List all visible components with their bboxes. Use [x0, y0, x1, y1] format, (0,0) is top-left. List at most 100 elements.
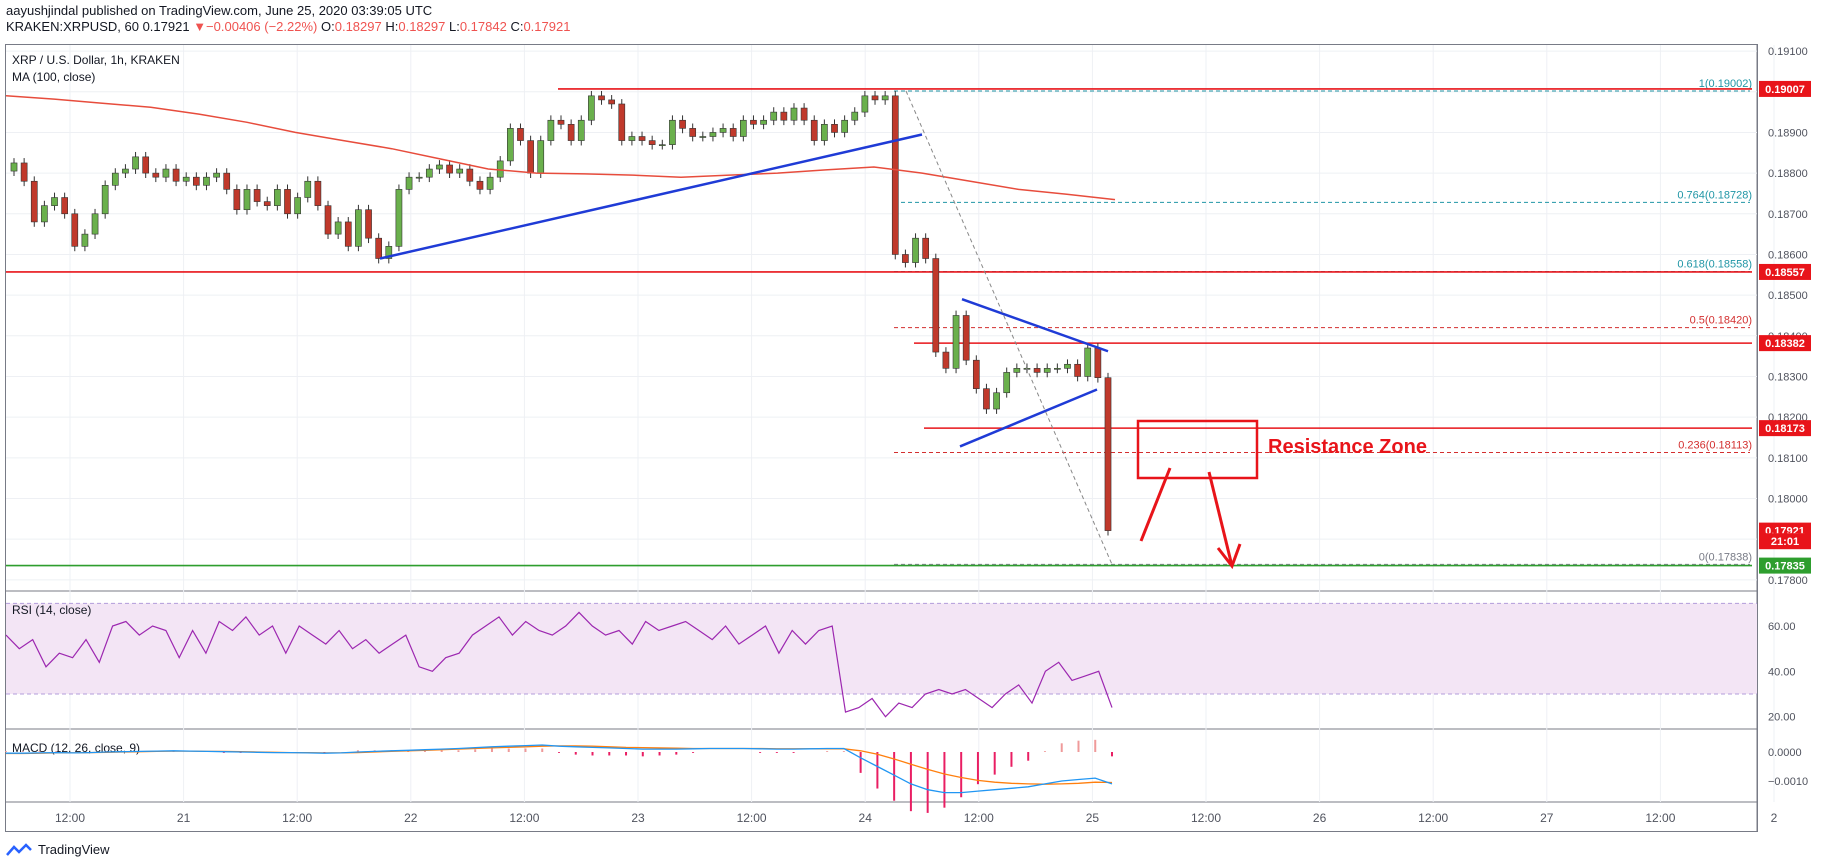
candle-body — [41, 205, 48, 223]
candle-body — [172, 168, 180, 182]
price-badge — [1759, 420, 1811, 437]
price-tick-label: 0.17800 — [1768, 575, 1808, 587]
open-label: O: — [321, 19, 335, 34]
candle-body — [790, 107, 798, 121]
close-value: 0.17921 — [523, 19, 571, 34]
high-label: H: — [385, 19, 399, 34]
tradingview-footer[interactable]: TradingView — [6, 842, 110, 857]
candle-body — [355, 209, 362, 247]
macd-tick-label: 0.0000 — [1768, 747, 1802, 759]
rsi-legend: RSI (14, close) — [12, 603, 91, 617]
candle-body — [51, 197, 58, 206]
candle-body — [557, 119, 565, 125]
candle-body — [689, 128, 697, 137]
candle-body — [294, 197, 301, 215]
time-tick-label: 22 — [404, 811, 418, 825]
candle-body — [800, 107, 808, 121]
candle-body — [972, 359, 980, 389]
trend-line — [959, 388, 1098, 448]
candle-body — [213, 172, 220, 178]
candle-body — [405, 176, 413, 190]
candle-body — [750, 119, 757, 125]
time-tick-label: 12:00 — [1191, 811, 1221, 825]
candle-body — [577, 119, 585, 141]
price-tick-label: 0.18900 — [1768, 127, 1808, 139]
candle-body — [415, 176, 423, 179]
price-badge-text: 0.18557 — [1765, 267, 1805, 279]
macd-line — [6, 744, 1113, 794]
price-badge — [1759, 80, 1811, 97]
price-tick-label: 0.18700 — [1768, 209, 1808, 221]
macd-tick-label: −0.0010 — [1768, 776, 1808, 788]
ohlc-line: KRAKEN:XRPUSD, 60 0.17921 ▼−0.00406 (−2.… — [6, 19, 570, 35]
candle-body — [304, 180, 312, 198]
fib-level-label: 0(0.17838) — [1699, 551, 1752, 563]
price-badge — [1759, 263, 1811, 280]
fib-level-label: 0.618(0.18558) — [1677, 259, 1752, 271]
candle-body — [831, 124, 838, 133]
candle-body — [760, 119, 767, 125]
rsi-tick-label: 60.00 — [1768, 621, 1796, 633]
time-tick-label: 21 — [177, 811, 191, 825]
candle-body — [699, 136, 707, 138]
candle-body — [182, 176, 190, 182]
fib-level-label: 0.236(0.18113) — [1678, 440, 1752, 452]
candle-body — [425, 168, 433, 178]
candle-body — [608, 99, 615, 105]
candle-body — [436, 164, 443, 170]
candle-body — [253, 189, 261, 202]
time-tick-label: 24 — [859, 811, 873, 825]
candle-body — [263, 201, 271, 206]
candle-body — [567, 124, 575, 141]
time-tick-label: 27 — [1540, 811, 1554, 825]
low-label: L: — [448, 19, 460, 34]
candle-body — [385, 246, 393, 259]
time-tick-label: 2 — [1771, 811, 1778, 825]
candle-body — [952, 315, 960, 369]
low-value: 0.17842 — [459, 19, 507, 34]
time-tick-label: 12:00 — [1418, 811, 1448, 825]
price-tick-label: 0.18500 — [1768, 290, 1808, 302]
candle-body — [162, 168, 170, 178]
fib-level-label: 1(0.19002) — [1699, 78, 1752, 90]
chart-title: XRP / U.S. Dollar, 1h, KRAKEN — [12, 53, 180, 67]
candle-body — [486, 176, 494, 190]
candle-body — [476, 180, 484, 190]
candle-body — [618, 103, 626, 141]
arrow-down-head — [1216, 543, 1242, 570]
candle-body — [912, 237, 919, 263]
candle-body — [456, 168, 464, 174]
chart-header: aayushjindal published on TradingView.co… — [6, 3, 570, 35]
candle-body — [902, 254, 909, 263]
rsi-band — [6, 603, 1757, 694]
time-tick-label: 26 — [1313, 811, 1327, 825]
time-tick-label: 12:00 — [509, 811, 539, 825]
time-tick-label: 12:00 — [1645, 811, 1675, 825]
candle-body — [223, 172, 231, 190]
candle-body — [1094, 347, 1102, 378]
price-badge-text: 0.19007 — [1765, 84, 1805, 96]
candle-body — [274, 189, 281, 206]
candle-body — [243, 189, 251, 211]
candle-body — [1043, 368, 1051, 373]
candle-body — [10, 162, 18, 172]
last-price: 0.17921 — [142, 19, 190, 34]
candle-body — [101, 185, 109, 215]
candle-body — [638, 136, 646, 141]
candle-body — [142, 156, 150, 174]
candle-body — [739, 119, 747, 137]
candle-body — [1033, 368, 1041, 373]
candle-body — [1084, 347, 1092, 377]
trend-line — [379, 133, 923, 260]
candle-body — [1054, 368, 1061, 370]
candle-body — [284, 189, 291, 215]
candle-body — [365, 209, 372, 239]
candle-body — [669, 119, 676, 145]
candle-body — [810, 119, 818, 141]
candle-body — [1074, 363, 1081, 377]
time-tick-label: 12:00 — [737, 811, 767, 825]
candle-body — [841, 119, 848, 133]
price-badge — [1759, 533, 1811, 550]
price-badge-text: 0.17835 — [1765, 561, 1805, 573]
